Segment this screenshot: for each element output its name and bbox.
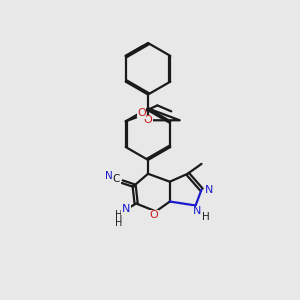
- Text: C: C: [112, 174, 120, 184]
- Text: N: N: [205, 184, 214, 195]
- Text: H: H: [202, 212, 209, 222]
- Text: N: N: [194, 206, 202, 216]
- Text: H: H: [115, 210, 122, 220]
- Text: N: N: [104, 171, 112, 181]
- Text: O: O: [144, 115, 152, 125]
- Text: N: N: [122, 204, 130, 214]
- Text: O: O: [150, 210, 158, 220]
- Text: H: H: [115, 218, 122, 228]
- Text: O: O: [137, 108, 146, 118]
